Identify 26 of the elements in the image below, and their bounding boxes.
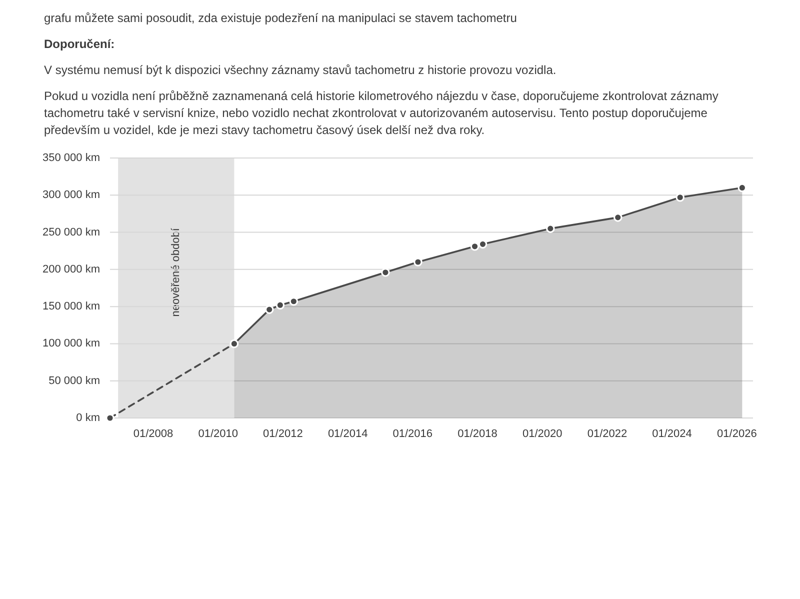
y-tick-label: 300 000 km bbox=[42, 189, 100, 202]
x-tick-label: 01/2008 bbox=[133, 428, 174, 440]
y-tick-label: 350 000 km bbox=[42, 152, 100, 164]
x-tick-label: 01/2020 bbox=[522, 428, 562, 440]
text: grafu můžete sami posoudit, zda existuje podezření na manipulaci se stavem tachometru bbox=[44, 11, 517, 25]
x-tick-label: 01/2010 bbox=[198, 428, 238, 440]
y-tick-label: 200 000 km bbox=[42, 263, 100, 276]
y-tick-label: 250 000 km bbox=[42, 226, 100, 238]
x-tick-label: 01/2014 bbox=[328, 428, 368, 440]
y-tick-label: 0 km bbox=[76, 412, 100, 424]
text: Doporučení: bbox=[44, 37, 115, 51]
x-tick-label: 01/2018 bbox=[458, 428, 498, 440]
band-label: neověřené období bbox=[170, 227, 182, 317]
x-tick-label: 01/2016 bbox=[392, 428, 433, 440]
point bbox=[230, 339, 239, 348]
y-tick-label: 150 000 km bbox=[42, 300, 100, 313]
y-tick-label: 50 000 km bbox=[48, 374, 100, 387]
point bbox=[381, 268, 390, 277]
point bbox=[264, 305, 274, 314]
text: Pokud u vozidla není průběžně zaznamenaná celá historie kilometrového nájezdu v čase, doporučujeme zkontrolovat záznamy tachometru také v servisní knize, nebo vozidlo nechat zkontrolovat v autorizovaném autoservisu. Tento postup doporučujeme především u vozidel, kde je mezi stavy tachometru časový úsek delší než dva roky. bbox=[44, 89, 718, 137]
x-tick-label: 01/2022 bbox=[587, 428, 628, 440]
x-tick-label: 01/2024 bbox=[652, 428, 692, 440]
x-tick-label: 01/2026 bbox=[717, 428, 757, 440]
text: V systému nemusí být k dispozici všechny záznamy stavů tachometru z historie provozu vozidla. bbox=[44, 63, 556, 77]
x-tick-label: 01/2012 bbox=[263, 428, 303, 440]
y-tick-label: 100 000 km bbox=[42, 338, 100, 350]
